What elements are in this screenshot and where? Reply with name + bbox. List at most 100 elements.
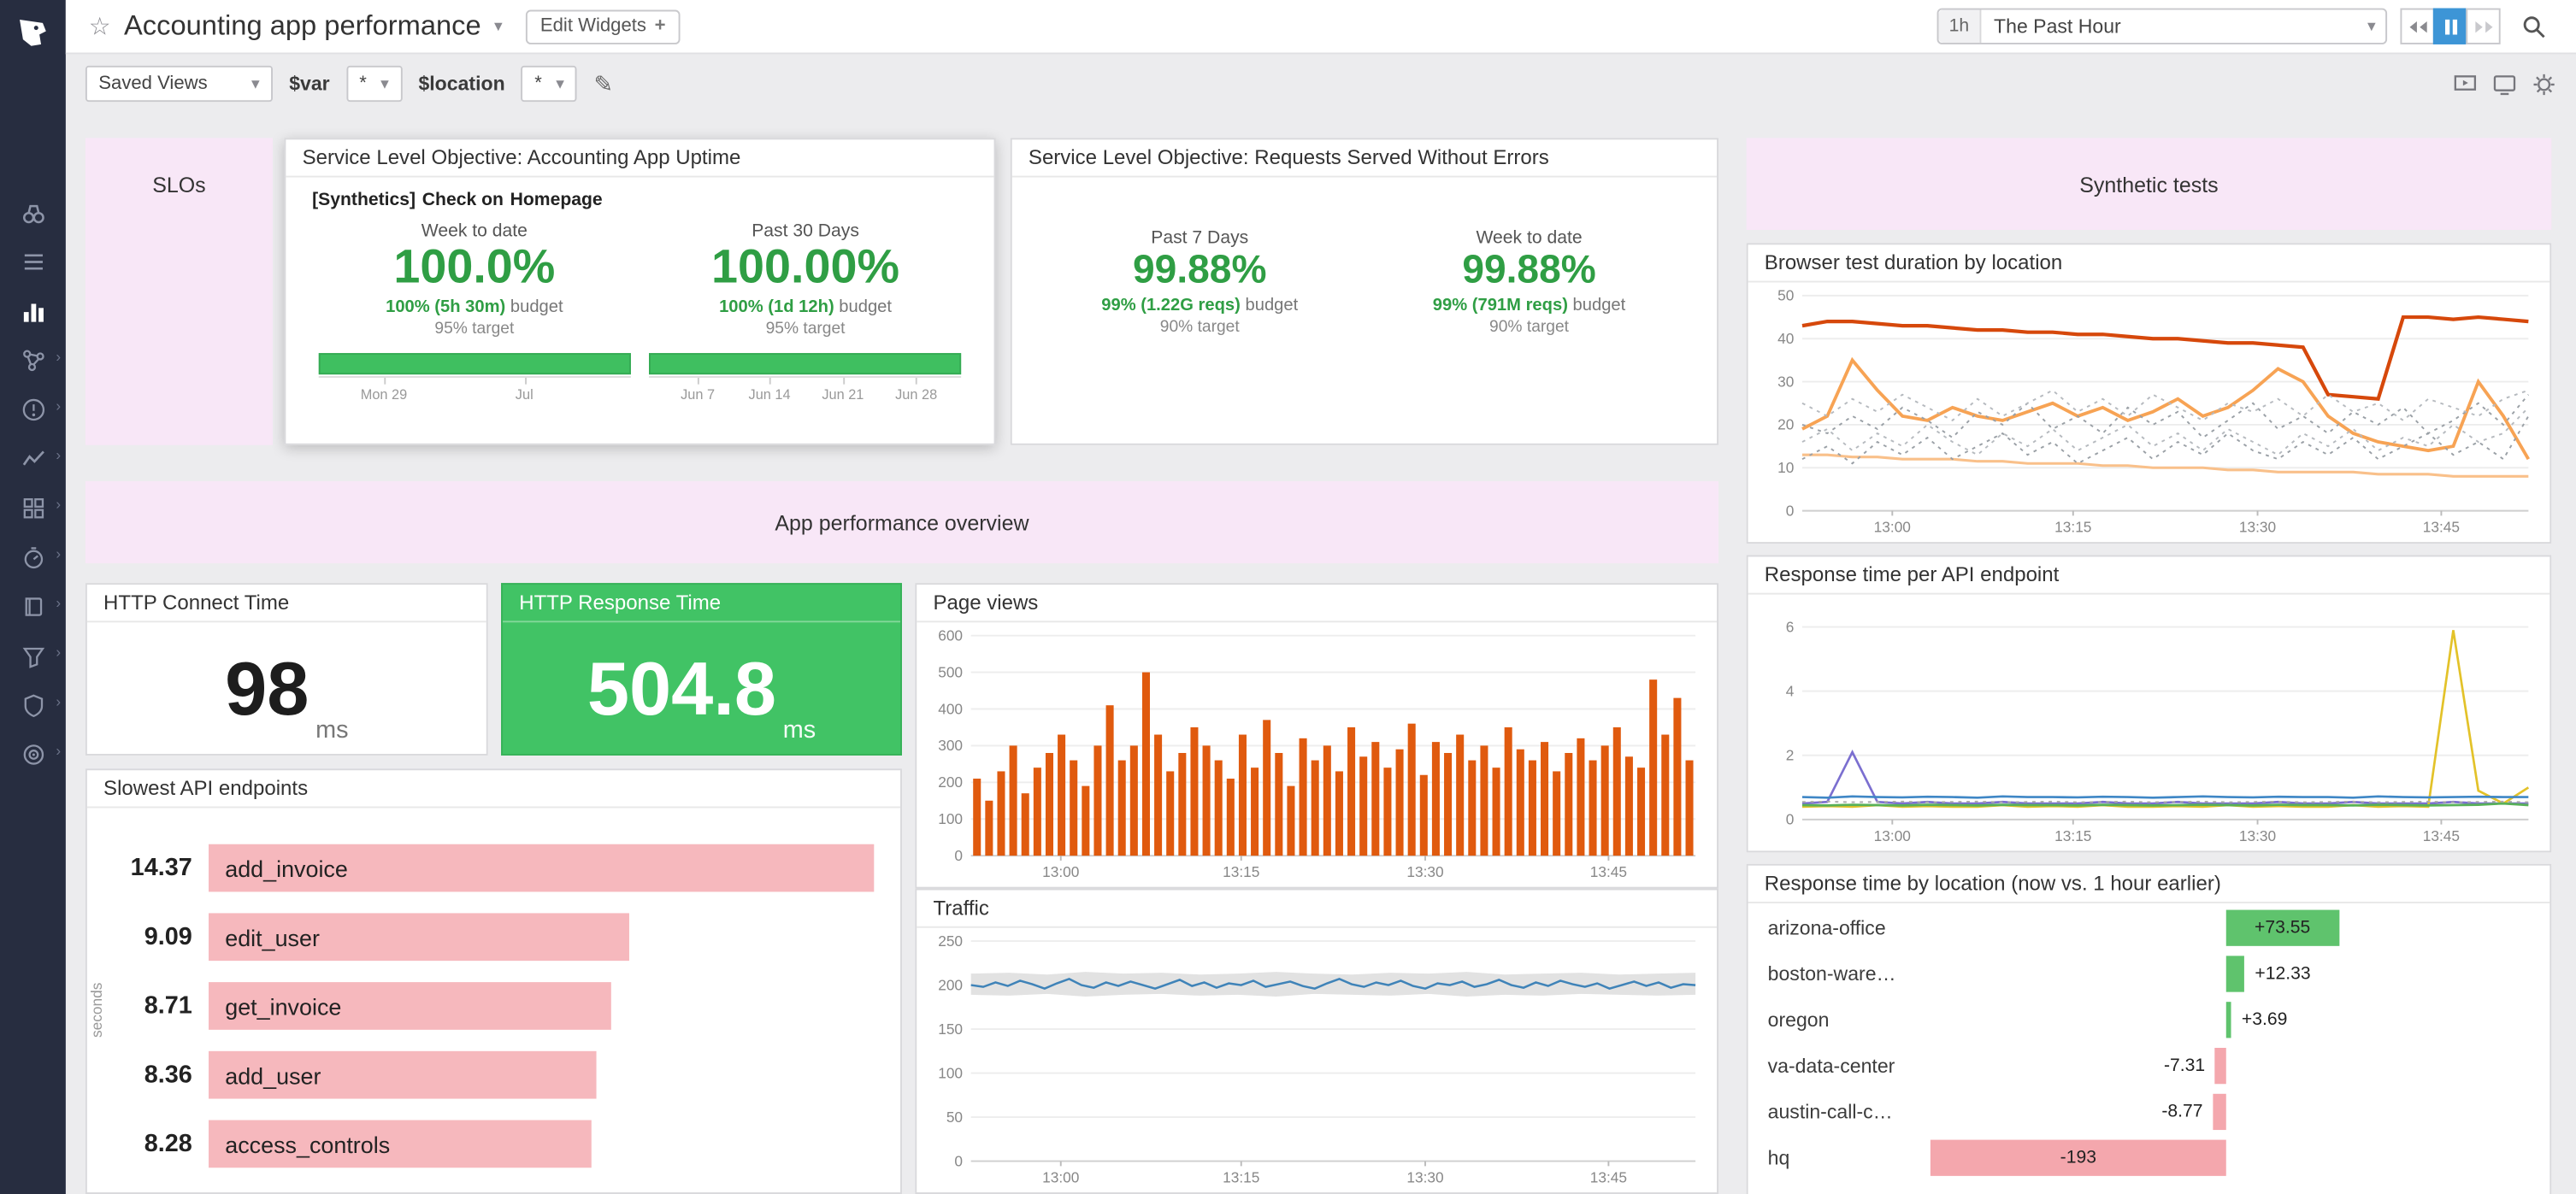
endpoint-bar[interactable]: add_invoice xyxy=(209,844,874,892)
endpoint-bar[interactable]: edit_user xyxy=(209,913,629,961)
location-delta-value: -7.31 xyxy=(2164,1056,2205,1076)
traffic-chart[interactable]: 05010015020025013:0013:1513:3013:45 xyxy=(922,932,1712,1190)
title-dropdown-caret-icon[interactable]: ▾ xyxy=(494,17,503,35)
edit-widgets-button[interactable]: Edit Widgets + xyxy=(526,9,681,44)
notebooks-icon xyxy=(21,594,45,619)
settings-gear-icon[interactable] xyxy=(2532,72,2556,97)
endpoint-bar[interactable]: get_invoice xyxy=(209,982,612,1030)
note-synthetic-tests[interactable]: Synthetic tests xyxy=(1747,138,2552,230)
sidebar-item-dashboards[interactable] xyxy=(0,285,66,335)
fast-forward-icon xyxy=(2472,17,2495,35)
http-connect-time-widget[interactable]: HTTP Connect Time 98ms xyxy=(85,583,488,756)
svg-text:13:00: 13:00 xyxy=(1874,519,1911,536)
events-icon xyxy=(21,249,45,274)
sidebar-item-monitors[interactable]: › xyxy=(0,385,66,434)
location-value-select[interactable]: * ▾ xyxy=(522,66,577,102)
endpoint-bar[interactable]: access_controls xyxy=(209,1120,592,1168)
sidebar-item-ux-monitoring[interactable]: › xyxy=(0,729,66,779)
var-value-select[interactable]: * ▾ xyxy=(346,66,402,102)
location-row[interactable]: va-data-center-7.31 xyxy=(1748,1043,2550,1089)
response-time-chart[interactable]: 024613:0013:1513:3013:45 xyxy=(1753,597,2544,847)
svg-text:150: 150 xyxy=(938,1020,963,1038)
endpoint-row[interactable]: 9.09edit_user xyxy=(87,913,900,961)
svg-text:2: 2 xyxy=(1786,747,1795,764)
slo-widget-accounting-app-uptime[interactable]: Service Level Objective: Accounting App … xyxy=(284,138,995,444)
plus-icon: + xyxy=(655,16,666,36)
response-time-by-location-widget[interactable]: Response time by location (now vs. 1 hou… xyxy=(1747,864,2552,1194)
endpoint-bar[interactable]: add_user xyxy=(209,1051,596,1099)
sidebar-item-metrics[interactable]: › xyxy=(0,433,66,483)
endpoint-label: access_controls xyxy=(225,1131,390,1157)
time-range-select[interactable]: 1h The Past Hour ▾ xyxy=(1937,9,2387,44)
metrics-icon xyxy=(21,446,45,471)
sidebar-item-logs[interactable]: › xyxy=(0,631,66,680)
time-range-label: The Past Hour xyxy=(1981,15,2367,38)
submenu-chevron-icon: › xyxy=(56,645,61,660)
sidebar-item-apm[interactable]: › xyxy=(0,532,66,582)
svg-text:10: 10 xyxy=(1777,459,1794,476)
search-icon[interactable] xyxy=(2514,9,2553,44)
location-row[interactable]: arizona-office+73.55 xyxy=(1748,905,2550,951)
location-delta-value: -8.77 xyxy=(2161,1102,2202,1121)
submenu-chevron-icon: › xyxy=(56,497,61,512)
sidebar-item-notebooks[interactable]: › xyxy=(0,581,66,631)
slowest-endpoints-chart[interactable]: seconds 14.37add_invoice9.09edit_user8.7… xyxy=(87,809,900,1192)
presentation-mode-icon[interactable] xyxy=(2453,72,2478,97)
widget-title: Page views xyxy=(917,585,1717,622)
edit-variables-pencil-icon[interactable]: ✎ xyxy=(593,70,613,98)
slo-widget-requests-without-errors[interactable]: Service Level Objective: Requests Served… xyxy=(1011,138,1718,444)
http-response-time-widget[interactable]: HTTP Response Time 504.8ms xyxy=(501,583,902,756)
location-delta-bar xyxy=(2226,956,2245,991)
location-compare-chart[interactable]: arizona-office+73.55boston-ware…+12.33or… xyxy=(1748,905,2550,1194)
favorite-star-icon[interactable]: ☆ xyxy=(89,11,111,41)
svg-text:200: 200 xyxy=(938,773,963,791)
datadog-logo[interactable] xyxy=(0,0,66,66)
page-views-chart[interactable]: 010020030040050060013:0013:1513:3013:45 xyxy=(922,626,1712,884)
endpoint-row[interactable]: 8.71get_invoice xyxy=(87,982,900,1030)
traffic-widget[interactable]: Traffic 05010015020025013:0013:1513:3013… xyxy=(915,889,1718,1194)
location-row[interactable]: hq-193 xyxy=(1748,1135,2550,1181)
edit-widgets-label: Edit Widgets xyxy=(540,16,646,36)
page-views-widget[interactable]: Page views 010020030040050060013:0013:15… xyxy=(915,583,1718,888)
svg-text:13:15: 13:15 xyxy=(2054,827,2091,844)
time-step-forward-button[interactable] xyxy=(2466,9,2500,44)
sidebar-nav: › › › › › › › xyxy=(0,0,66,1194)
slo-column-week-to-date: Week to date 100.0% 100% (5h 30m) budget… xyxy=(318,210,630,404)
browser-test-duration-widget[interactable]: Browser test duration by location 010203… xyxy=(1747,243,2552,544)
browser-test-chart[interactable]: 0102030405013:0013:1513:3013:45 xyxy=(1753,285,2544,538)
sidebar-item-integrations[interactable]: › xyxy=(0,483,66,532)
tv-mode-icon[interactable] xyxy=(2492,72,2517,97)
dashboard-title: Accounting app performance xyxy=(124,10,481,43)
slo-value: 99.88% xyxy=(1373,248,1685,293)
note-slos[interactable]: SLOs xyxy=(85,138,273,444)
saved-views-select[interactable]: Saved Views ▾ xyxy=(85,66,273,102)
endpoint-label: get_invoice xyxy=(225,993,341,1020)
submenu-chevron-icon: › xyxy=(56,744,61,758)
sidebar-item-events[interactable] xyxy=(0,237,66,286)
note-app-performance[interactable]: App performance overview xyxy=(85,481,1718,563)
sidebar-item-infrastructure[interactable]: › xyxy=(0,335,66,385)
time-range-badge: 1h xyxy=(1939,10,1981,43)
location-delta-bar xyxy=(2213,1094,2226,1130)
sidebar-item-watchdog[interactable] xyxy=(0,187,66,237)
location-row[interactable]: boston-ware…+12.33 xyxy=(1748,951,2550,997)
svg-text:20: 20 xyxy=(1777,416,1794,433)
svg-text:250: 250 xyxy=(938,932,963,950)
location-row[interactable]: austin-call-c… -8.77 xyxy=(1748,1089,2550,1135)
slowest-api-endpoints-widget[interactable]: Slowest API endpoints seconds 14.37add_i… xyxy=(85,768,902,1194)
endpoint-row[interactable]: 8.28access_controls xyxy=(87,1120,900,1168)
location-label: austin-call-c… xyxy=(1768,1100,1893,1123)
endpoint-row[interactable]: 14.37add_invoice xyxy=(87,844,900,892)
location-label: boston-ware… xyxy=(1768,962,1896,985)
slo-value: 99.88% xyxy=(1044,248,1356,293)
endpoint-row[interactable]: 8.36add_user xyxy=(87,1051,900,1099)
pause-button[interactable] xyxy=(2433,9,2467,44)
response-time-per-endpoint-widget[interactable]: Response time per API endpoint 024613:00… xyxy=(1747,556,2552,853)
location-value-label: * xyxy=(534,74,542,93)
sidebar-item-security[interactable]: › xyxy=(0,680,66,730)
metric-value: 504.8ms xyxy=(503,622,900,754)
slo-column-past-30-days: Past 30 Days 100.00% 100% (1d 12h) budge… xyxy=(650,210,962,404)
widget-title: Response time by location (now vs. 1 hou… xyxy=(1748,866,2550,903)
location-row[interactable]: oregon+3.69 xyxy=(1748,997,2550,1043)
time-step-back-button[interactable] xyxy=(2400,9,2434,44)
